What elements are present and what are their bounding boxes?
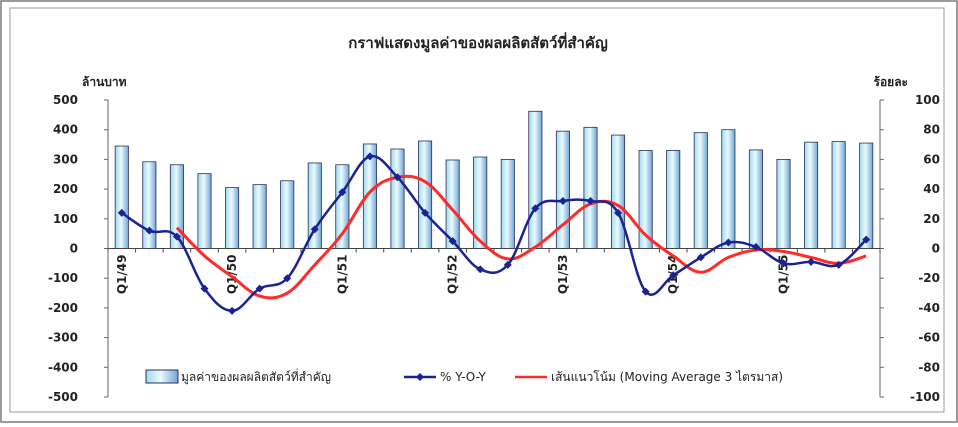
chart-title: กราฟแสดงมูลค่าของผลผลิตสัตว์ที่สำคัญ (348, 32, 608, 53)
y-left-tick-label: -500 (48, 390, 78, 404)
yoy-point (283, 274, 292, 283)
yoy-point (531, 204, 540, 213)
y-left-tick-label: 100 (53, 212, 78, 226)
bar (225, 187, 240, 249)
y-left-tick-label: 200 (53, 182, 78, 196)
axes (107, 100, 881, 397)
y-right-tick-label: 0 (932, 242, 940, 256)
x-tick-label: Q1/50 (225, 254, 239, 294)
y-right-ticks: 100 80 60 40 20 0 -20 -40 -60 -80 -100 (880, 93, 940, 404)
yoy-point (476, 265, 485, 274)
y-right-tick-label: 80 (923, 123, 940, 137)
bar (142, 161, 157, 249)
x-tick-label: Q1/53 (556, 255, 570, 295)
y-right-tick-label: 20 (923, 212, 940, 226)
y-right-tick-label: 40 (923, 182, 940, 196)
bar (500, 158, 515, 249)
legend-bar-swatch (145, 369, 179, 384)
yoy-point (614, 208, 623, 217)
bar (666, 150, 681, 249)
yoy-point (365, 152, 374, 161)
yoy-point (586, 196, 595, 205)
yoy-point (338, 188, 347, 197)
yoy-point (779, 259, 788, 268)
plot-border (9, 7, 945, 413)
yoy-point (834, 260, 843, 269)
bar (611, 134, 626, 249)
bar (804, 141, 819, 249)
legend-bar-label: มูลค่าของผลผลิตสัตว์ที่สำคัญ (181, 368, 331, 385)
y-left-ticks: 500 400 300 200 100 0 -100 -200 -300 -400 -500 (48, 93, 108, 404)
bar (831, 141, 846, 249)
bar (418, 140, 433, 249)
yoy-point (421, 208, 430, 217)
line-series (117, 152, 871, 315)
y-left-tick-label: 0 (70, 242, 78, 256)
bar-series (114, 110, 874, 249)
y-left-tick-label: -300 (48, 331, 78, 345)
y-right-tick-label: -100 (910, 390, 940, 404)
yoy-point (448, 237, 457, 246)
bar (280, 180, 295, 249)
yoy-point (669, 271, 678, 280)
y-right-tick-label: 100 (915, 93, 940, 107)
bar (197, 173, 212, 249)
yoy-point (641, 287, 650, 296)
bar (252, 184, 267, 249)
yoy-point (117, 208, 126, 217)
bar (721, 129, 736, 249)
yoy-point (145, 226, 154, 235)
yoy-point (172, 232, 181, 241)
x-tick-label: Q1/51 (335, 255, 349, 295)
bar (583, 126, 598, 249)
yoy-point (807, 257, 816, 266)
y-right-tick-label: -20 (918, 271, 940, 285)
yoy-point (200, 284, 209, 293)
y-left-tick-label: 500 (53, 93, 78, 107)
y-right-axis-label: ร้อยละ (874, 75, 908, 89)
legend-yoy-marker (416, 373, 424, 381)
yoy-point (228, 306, 237, 315)
x-tick-label: Q1/49 (115, 255, 129, 295)
yoy-point (255, 284, 264, 293)
yoy-point (696, 253, 705, 262)
bar (528, 110, 543, 249)
y-right-tick-label: -80 (918, 360, 940, 374)
bar (748, 149, 763, 249)
yoy-point (503, 260, 512, 269)
y-left-tick-label: 400 (53, 123, 78, 137)
bar (555, 130, 570, 249)
legend-yoy-label: % Y-O-Y (440, 370, 486, 384)
y-left-tick-label: -400 (48, 360, 78, 374)
legend-trend-label: เส้นแนวโน้ม (Moving Average 3 ไตรมาส) (551, 370, 783, 384)
yoy-point (310, 225, 319, 234)
y-left-axis-label: ล้านบาท (82, 75, 127, 89)
bar (693, 132, 708, 249)
bar (859, 142, 874, 249)
yoy-line (121, 154, 868, 313)
bar (390, 148, 405, 249)
y-right-tick-label: -60 (918, 331, 940, 345)
y-left-tick-label: 300 (53, 152, 78, 166)
yoy-point (862, 235, 871, 244)
trend-line (175, 174, 867, 300)
yoy-point (751, 243, 760, 252)
x-tick-label: Q1/52 (446, 255, 460, 295)
bar (776, 158, 791, 249)
legend: มูลค่าของผลผลิตสัตว์ที่สำคัญ % Y-O-Y เส้… (145, 368, 783, 385)
yoy-point (724, 238, 733, 247)
yoy-point (558, 196, 567, 205)
bar (114, 145, 129, 249)
yoy-point (393, 173, 402, 182)
y-left-tick-label: -100 (48, 271, 78, 285)
y-left-tick-label: -200 (48, 301, 78, 315)
y-right-tick-label: 60 (923, 152, 940, 166)
y-right-tick-label: -40 (918, 301, 940, 315)
